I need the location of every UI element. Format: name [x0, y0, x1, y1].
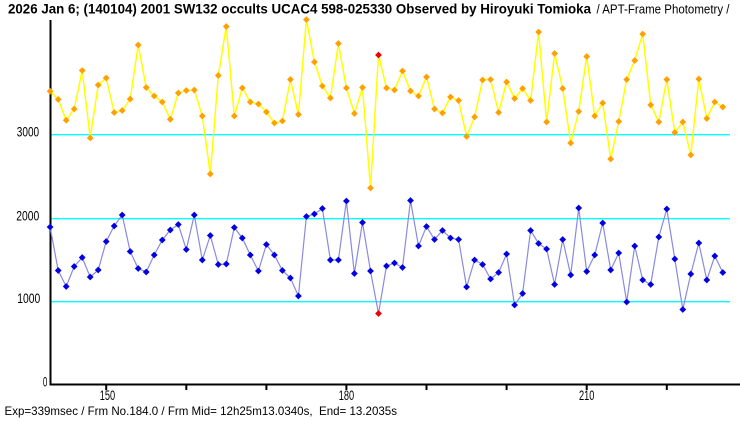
svg-text:2000: 2000	[16, 208, 39, 223]
svg-text:Exp=339msec / Frm No.184.0 / F: Exp=339msec / Frm No.184.0 / Frm Mid= 12…	[5, 404, 398, 418]
svg-text:2026 Jan 6; (140104) 2001 SW13: 2026 Jan 6; (140104) 2001 SW132 occults …	[8, 1, 591, 17]
svg-text:210: 210	[579, 388, 594, 403]
svg-text:0: 0	[43, 375, 48, 390]
svg-text:3000: 3000	[17, 125, 39, 140]
svg-text:/ APT-Frame Photometry /: / APT-Frame Photometry /	[597, 2, 730, 17]
svg-text:1000: 1000	[17, 291, 40, 306]
svg-text:180: 180	[339, 388, 354, 403]
svg-text:150: 150	[100, 388, 115, 403]
